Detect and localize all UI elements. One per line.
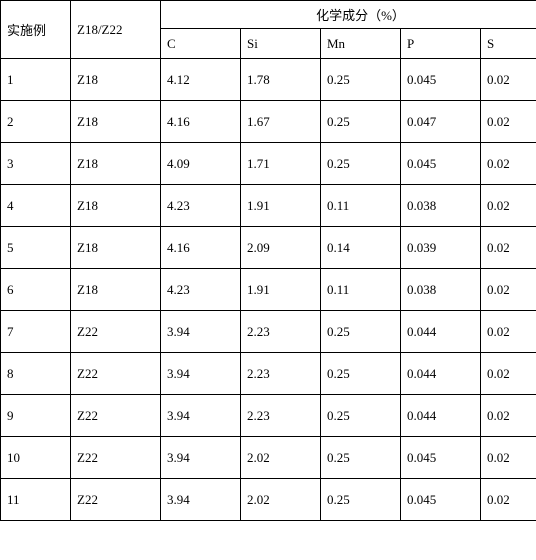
cell-id: 10 (1, 437, 71, 479)
cell-si: 2.23 (241, 353, 321, 395)
table-body: 1 Z18 4.12 1.78 0.25 0.045 0.02 2 Z18 4.… (1, 59, 536, 521)
table-row: 1 Z18 4.12 1.78 0.25 0.045 0.02 (1, 59, 536, 101)
cell-si: 2.02 (241, 479, 321, 521)
cell-c: 4.16 (161, 101, 241, 143)
cell-code: Z22 (71, 311, 161, 353)
cell-p: 0.045 (401, 59, 481, 101)
header-si: Si (241, 29, 321, 59)
cell-code: Z18 (71, 227, 161, 269)
cell-s: 0.02 (481, 437, 536, 479)
cell-s: 0.02 (481, 395, 536, 437)
cell-s: 0.02 (481, 59, 536, 101)
cell-mn: 0.25 (321, 143, 401, 185)
cell-p: 0.047 (401, 101, 481, 143)
cell-si: 2.09 (241, 227, 321, 269)
cell-id: 2 (1, 101, 71, 143)
cell-id: 8 (1, 353, 71, 395)
header-example: 实施例 (1, 1, 71, 59)
cell-p: 0.045 (401, 437, 481, 479)
table-row: 5 Z18 4.16 2.09 0.14 0.039 0.02 (1, 227, 536, 269)
cell-si: 1.91 (241, 185, 321, 227)
cell-p: 0.039 (401, 227, 481, 269)
table-row: 6 Z18 4.23 1.91 0.11 0.038 0.02 (1, 269, 536, 311)
cell-mn: 0.25 (321, 101, 401, 143)
cell-id: 11 (1, 479, 71, 521)
cell-c: 3.94 (161, 437, 241, 479)
cell-p: 0.044 (401, 395, 481, 437)
cell-p: 0.038 (401, 269, 481, 311)
cell-p: 0.045 (401, 143, 481, 185)
cell-id: 3 (1, 143, 71, 185)
cell-si: 1.67 (241, 101, 321, 143)
cell-p: 0.044 (401, 353, 481, 395)
cell-s: 0.02 (481, 311, 536, 353)
cell-c: 4.12 (161, 59, 241, 101)
header-group-composition: 化学成分（%） (161, 1, 536, 29)
table-row: 10 Z22 3.94 2.02 0.25 0.045 0.02 (1, 437, 536, 479)
cell-id: 7 (1, 311, 71, 353)
cell-mn: 0.25 (321, 479, 401, 521)
cell-mn: 0.25 (321, 395, 401, 437)
cell-p: 0.044 (401, 311, 481, 353)
header-mn: Mn (321, 29, 401, 59)
cell-mn: 0.25 (321, 311, 401, 353)
cell-p: 0.038 (401, 185, 481, 227)
table-row: 2 Z18 4.16 1.67 0.25 0.047 0.02 (1, 101, 536, 143)
composition-table: 实施例 Z18/Z22 化学成分（%） C Si Mn P S 1 Z18 4.… (0, 0, 536, 521)
cell-id: 4 (1, 185, 71, 227)
cell-code: Z22 (71, 353, 161, 395)
cell-s: 0.02 (481, 269, 536, 311)
cell-code: Z22 (71, 395, 161, 437)
cell-s: 0.02 (481, 479, 536, 521)
cell-c: 4.23 (161, 269, 241, 311)
table-row: 11 Z22 3.94 2.02 0.25 0.045 0.02 (1, 479, 536, 521)
cell-s: 0.02 (481, 227, 536, 269)
cell-p: 0.045 (401, 479, 481, 521)
cell-s: 0.02 (481, 101, 536, 143)
cell-code: Z18 (71, 143, 161, 185)
cell-si: 2.02 (241, 437, 321, 479)
cell-si: 2.23 (241, 311, 321, 353)
cell-c: 4.16 (161, 227, 241, 269)
cell-si: 1.91 (241, 269, 321, 311)
cell-code: Z18 (71, 269, 161, 311)
cell-c: 3.94 (161, 479, 241, 521)
cell-s: 0.02 (481, 185, 536, 227)
cell-si: 1.71 (241, 143, 321, 185)
cell-code: Z22 (71, 437, 161, 479)
cell-c: 3.94 (161, 395, 241, 437)
cell-id: 9 (1, 395, 71, 437)
header-s: S (481, 29, 536, 59)
table-row: 4 Z18 4.23 1.91 0.11 0.038 0.02 (1, 185, 536, 227)
cell-si: 2.23 (241, 395, 321, 437)
cell-c: 4.09 (161, 143, 241, 185)
cell-code: Z22 (71, 479, 161, 521)
table-row: 9 Z22 3.94 2.23 0.25 0.044 0.02 (1, 395, 536, 437)
cell-s: 0.02 (481, 353, 536, 395)
cell-id: 1 (1, 59, 71, 101)
cell-si: 1.78 (241, 59, 321, 101)
cell-c: 3.94 (161, 353, 241, 395)
cell-s: 0.02 (481, 143, 536, 185)
cell-code: Z18 (71, 101, 161, 143)
cell-code: Z18 (71, 59, 161, 101)
header-code: Z18/Z22 (71, 1, 161, 59)
table-row: 7 Z22 3.94 2.23 0.25 0.044 0.02 (1, 311, 536, 353)
cell-mn: 0.11 (321, 185, 401, 227)
cell-mn: 0.25 (321, 353, 401, 395)
cell-mn: 0.14 (321, 227, 401, 269)
header-c: C (161, 29, 241, 59)
cell-id: 6 (1, 269, 71, 311)
cell-mn: 0.25 (321, 437, 401, 479)
cell-mn: 0.25 (321, 59, 401, 101)
table-row: 8 Z22 3.94 2.23 0.25 0.044 0.02 (1, 353, 536, 395)
cell-c: 4.23 (161, 185, 241, 227)
header-p: P (401, 29, 481, 59)
cell-c: 3.94 (161, 311, 241, 353)
cell-code: Z18 (71, 185, 161, 227)
table-row: 3 Z18 4.09 1.71 0.25 0.045 0.02 (1, 143, 536, 185)
cell-mn: 0.11 (321, 269, 401, 311)
cell-id: 5 (1, 227, 71, 269)
